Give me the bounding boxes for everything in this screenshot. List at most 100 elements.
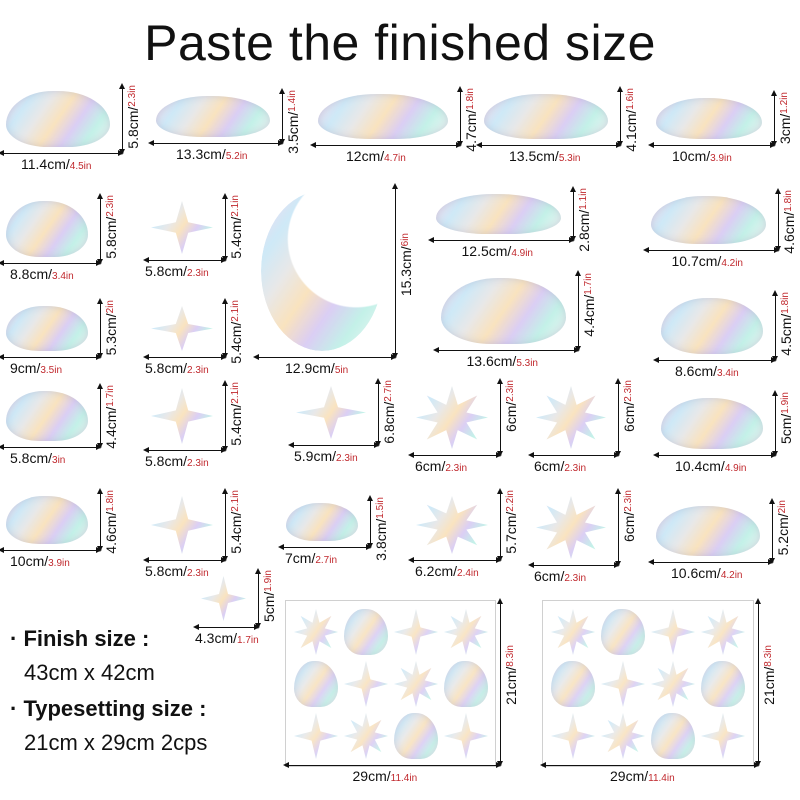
sheet-sticker <box>651 713 695 759</box>
width-arrow <box>433 347 580 353</box>
width-label: 5.8cm/2.3in <box>145 563 209 579</box>
sheet-sticker <box>551 609 595 655</box>
sticker-item: 13.5cm/5.3in 4.1cm/1.6in <box>476 86 639 164</box>
width-label: 6cm/2.3in <box>534 458 587 474</box>
star-sticker <box>151 306 213 351</box>
width-arrow <box>528 452 620 458</box>
height-label: 4.4cm/1.7in <box>581 273 597 337</box>
height-arrow <box>392 183 398 359</box>
width-arrow <box>428 237 575 243</box>
width-arrow <box>253 354 397 360</box>
sticker-item: 4.3cm/1.7in 5cm/1.9in <box>193 568 277 646</box>
width-label: 13.3cm/5.2in <box>176 146 248 162</box>
sheet-sticker <box>601 661 645 707</box>
width-arrow <box>143 354 227 360</box>
width-label: 6cm/2.3in <box>534 568 587 584</box>
height-arrow <box>497 598 503 767</box>
width-label: 12.5cm/4.9in <box>461 243 534 259</box>
sticker-item: 10.7cm/4.2in 4.6cm/1.8in <box>643 188 797 269</box>
width-label: 4.3cm/1.7in <box>195 630 259 646</box>
star8-sticker <box>416 496 488 554</box>
sticker-item: 10.4cm/4.9in 5cm/1.9in <box>653 390 794 474</box>
sticker-item: 5.8cm/2.3in 5.4cm/2.1in <box>143 193 244 279</box>
height-arrow <box>615 378 621 457</box>
width-arrow <box>643 247 780 253</box>
height-arrow <box>570 186 576 242</box>
width-arrow <box>540 762 760 768</box>
sheet-sticker <box>551 661 595 707</box>
height-label: 5cm/1.9in <box>261 570 277 623</box>
height-label: 4.5cm/1.8in <box>778 292 794 356</box>
height-label: 6cm/2.3in <box>503 380 519 433</box>
sheet-sticker <box>285 600 496 767</box>
sticker-item: 5.9cm/2.3in 6.8cm/2.7in <box>288 378 397 464</box>
cloud-sticker <box>318 94 448 139</box>
finish-size-value: 43cm x 42cm <box>24 660 155 685</box>
width-label: 12cm/4.7in <box>346 148 406 164</box>
height-label: 4.6cm/1.8in <box>781 190 797 254</box>
width-arrow <box>310 142 462 148</box>
width-label: 12.9cm/5in <box>285 360 349 376</box>
width-arrow <box>148 140 284 146</box>
width-label: 10.6cm/4.2in <box>671 565 743 581</box>
sticker-item: 10cm/3.9in 3cm/1.2in <box>648 90 793 164</box>
sheet-sticker <box>551 713 595 759</box>
height-label: 5.3cm/2in <box>103 300 119 356</box>
height-arrow <box>771 90 777 147</box>
height-label: 6.8cm/2.7in <box>381 380 397 444</box>
sheet-sticker <box>444 661 488 707</box>
height-arrow <box>755 598 761 767</box>
sheet-sticker <box>394 661 438 707</box>
height-label: 3.8cm/1.5in <box>373 497 389 561</box>
star-sticker <box>151 388 213 444</box>
star8-sticker <box>536 386 606 449</box>
sticker-item: 5.8cm/2.3in 5.4cm/2.1in <box>143 380 244 469</box>
height-label: 5.4cm/2.1in <box>228 382 244 446</box>
width-label: 6cm/2.3in <box>415 458 468 474</box>
width-arrow <box>0 547 102 553</box>
height-label: 5.7cm/2.2in <box>503 490 519 554</box>
height-arrow <box>375 378 381 447</box>
height-arrow <box>119 83 125 155</box>
height-label: 6cm/2.3in <box>621 490 637 543</box>
width-label: 13.5cm/5.3in <box>509 148 581 164</box>
height-arrow <box>367 495 373 549</box>
cloud-sticker <box>436 194 561 234</box>
cloud-sticker <box>484 94 608 139</box>
moon-sticker <box>261 191 383 351</box>
sheet-sticker <box>294 661 338 707</box>
width-label: 10cm/3.9in <box>672 148 732 164</box>
width-arrow <box>653 452 777 458</box>
cloud-sticker <box>6 91 110 147</box>
height-arrow <box>575 270 581 352</box>
width-label: 6.2cm/2.4in <box>415 563 479 579</box>
width-arrow <box>193 624 260 630</box>
width-label: 7cm/2.7in <box>285 550 338 566</box>
cloud-sticker <box>156 96 270 137</box>
width-arrow <box>143 257 227 263</box>
sticker-item: 6.2cm/2.4in 5.7cm/2.2in <box>408 488 519 579</box>
sticker-item: 5.8cm/2.3in 5.4cm/2.1in <box>143 298 244 376</box>
finish-size-label: · Finish size : <box>10 626 150 651</box>
sticker-item: 7cm/2.7in 3.8cm/1.5in <box>278 495 389 566</box>
height-arrow <box>97 488 103 552</box>
sheet-sticker <box>344 609 388 655</box>
cloud-sticker <box>656 98 762 139</box>
star8-sticker <box>536 496 606 559</box>
sticker-item: 9cm/3.5in 5.3cm/2in <box>0 298 119 376</box>
sheet-sticker <box>444 713 488 759</box>
width-label: 5.8cm/2.3in <box>145 263 209 279</box>
cloud-sticker <box>6 391 88 441</box>
height-arrow <box>222 380 228 452</box>
height-arrow <box>457 86 463 147</box>
typesetting-size-label: · Typesetting size : <box>10 696 207 721</box>
sheet-sticker <box>701 713 745 759</box>
width-label: 29cm/11.4in <box>610 768 675 784</box>
width-arrow <box>476 142 622 148</box>
sticker-item: 10cm/3.9in 4.6cm/1.8in <box>0 488 119 569</box>
height-label: 5.2cm/2in <box>775 500 791 556</box>
sticker-item: 13.6cm/5.3in 4.4cm/1.7in <box>433 270 597 369</box>
typesetting-size-value: 21cm x 29cm 2cps <box>24 730 208 755</box>
sheet-sticker <box>394 609 438 655</box>
width-arrow <box>278 544 372 550</box>
